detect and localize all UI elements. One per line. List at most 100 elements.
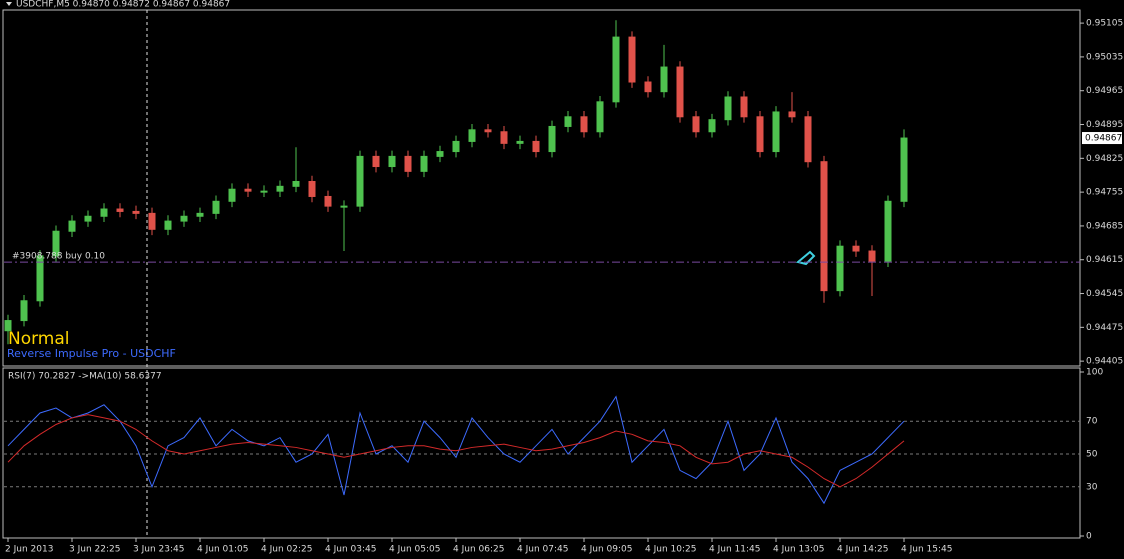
candle-body [500, 131, 508, 144]
candle-body [68, 220, 76, 232]
candle-body [708, 119, 716, 133]
candle-body [820, 161, 828, 292]
y-tick-label: 0.94405 [1086, 357, 1123, 367]
candle-body [788, 111, 796, 118]
candle-body [404, 155, 412, 172]
candle-body [20, 300, 28, 322]
y-tick-label: 0.95105 [1086, 19, 1123, 29]
candle-body [340, 205, 348, 208]
candle-body [52, 230, 60, 257]
candle-body [628, 36, 636, 83]
x-tick-label: 4 Jun 13:05 [773, 545, 824, 555]
candle-body [692, 116, 700, 133]
candle-body [388, 155, 396, 168]
candle-body [292, 180, 300, 187]
x-tick-label: 3 Jun 22:25 [69, 545, 120, 555]
candle-body [260, 190, 268, 193]
y-tick-label: 100 [1086, 368, 1103, 378]
candle-body [36, 255, 44, 302]
candle-body [308, 180, 316, 197]
y-tick-label: 0.94895 [1086, 120, 1123, 130]
candle-body [612, 36, 620, 103]
menu-triangle[interactable] [6, 2, 12, 6]
indicator-label: Reverse Impulse Pro - USDCHF [7, 347, 176, 360]
candle-body [516, 140, 524, 144]
x-tick-label: 4 Jun 06:25 [453, 545, 504, 555]
candle-body [228, 188, 236, 202]
x-tick-label: 4 Jun 09:05 [581, 545, 632, 555]
current-price-box [1082, 132, 1122, 145]
candle-body [212, 200, 220, 214]
y-tick-label: 0.94545 [1086, 289, 1123, 299]
x-tick-label: 4 Jun 01:05 [197, 545, 248, 555]
candle-body [836, 245, 844, 292]
candle-body [756, 116, 764, 153]
candle-body [548, 125, 556, 153]
candle-body [804, 116, 812, 163]
candle-body [164, 220, 172, 230]
y-tick-label: 0.94825 [1086, 154, 1123, 164]
trade-arrow [795, 250, 816, 266]
rsi-frame [2, 367, 1081, 539]
candle-body [4, 320, 12, 332]
y-tick-label: 0.94755 [1086, 188, 1123, 198]
candle-body [420, 155, 428, 172]
candle-body [900, 137, 908, 202]
y-tick-label: 0.94615 [1086, 255, 1123, 265]
candle-body [740, 96, 748, 118]
x-tick-label: 2 Jun 2013 [5, 545, 53, 555]
candle-body [372, 155, 380, 168]
candle-body [84, 215, 92, 222]
candle-body [180, 215, 188, 222]
rsi-title: RSI(7) 70.2827 ->MA(10) 58.6377 [8, 372, 162, 382]
candle-body [532, 140, 540, 153]
candle-body [772, 111, 780, 153]
candle-body [196, 212, 204, 217]
current-price-label: 0.94867 [1085, 134, 1122, 144]
y-tick-label: 0 [1086, 532, 1092, 542]
x-tick-label: 4 Jun 07:45 [517, 545, 568, 555]
candle-body [356, 155, 364, 207]
indicator-line [7, 414, 905, 488]
y-tick-label: 30 [1086, 482, 1098, 492]
y-tick-label: 0.94475 [1086, 323, 1123, 333]
candle-body [580, 116, 588, 133]
candle-body [132, 210, 140, 214]
x-tick-label: 4 Jun 03:45 [325, 545, 376, 555]
order-label: #3908.788 buy 0.10 [12, 252, 105, 262]
y-tick-label: 70 [1086, 417, 1098, 427]
x-tick-label: 4 Jun 02:25 [261, 545, 312, 555]
x-tick-label: 3 Jun 23:45 [133, 545, 184, 555]
price-frame [2, 9, 1081, 367]
x-tick-label: 4 Jun 14:25 [837, 545, 888, 555]
candle-body [148, 212, 156, 230]
candle-body [660, 66, 668, 93]
candle-body [564, 116, 572, 127]
chart-title: USDCHF,M5 0.94870 0.94872 0.94867 0.9486… [16, 0, 230, 10]
candle-body [276, 185, 284, 192]
status-label: Normal [8, 329, 70, 349]
candle-body [452, 140, 460, 153]
candle-body [484, 129, 492, 133]
indicator-line [7, 395, 905, 505]
x-tick-label: 4 Jun 15:45 [901, 545, 952, 555]
candle-body [324, 195, 332, 207]
candle-body [116, 208, 124, 212]
x-tick-label: 4 Jun 05:05 [389, 545, 440, 555]
candle-body [436, 151, 444, 157]
candle-body [100, 208, 108, 217]
y-tick-label: 0.94965 [1086, 86, 1123, 96]
candle-body [468, 129, 476, 142]
candle-body [244, 188, 252, 192]
y-tick-label: 50 [1086, 450, 1098, 460]
candle-body [868, 250, 876, 262]
x-tick-label: 4 Jun 10:25 [645, 545, 696, 555]
candle-body [884, 200, 892, 262]
candle-body [852, 245, 860, 252]
candle-body [644, 81, 652, 93]
candle-body [596, 101, 604, 133]
y-tick-label: 0.95035 [1086, 52, 1123, 62]
candle-body [676, 66, 684, 118]
y-tick-label: 0.94685 [1086, 221, 1123, 231]
